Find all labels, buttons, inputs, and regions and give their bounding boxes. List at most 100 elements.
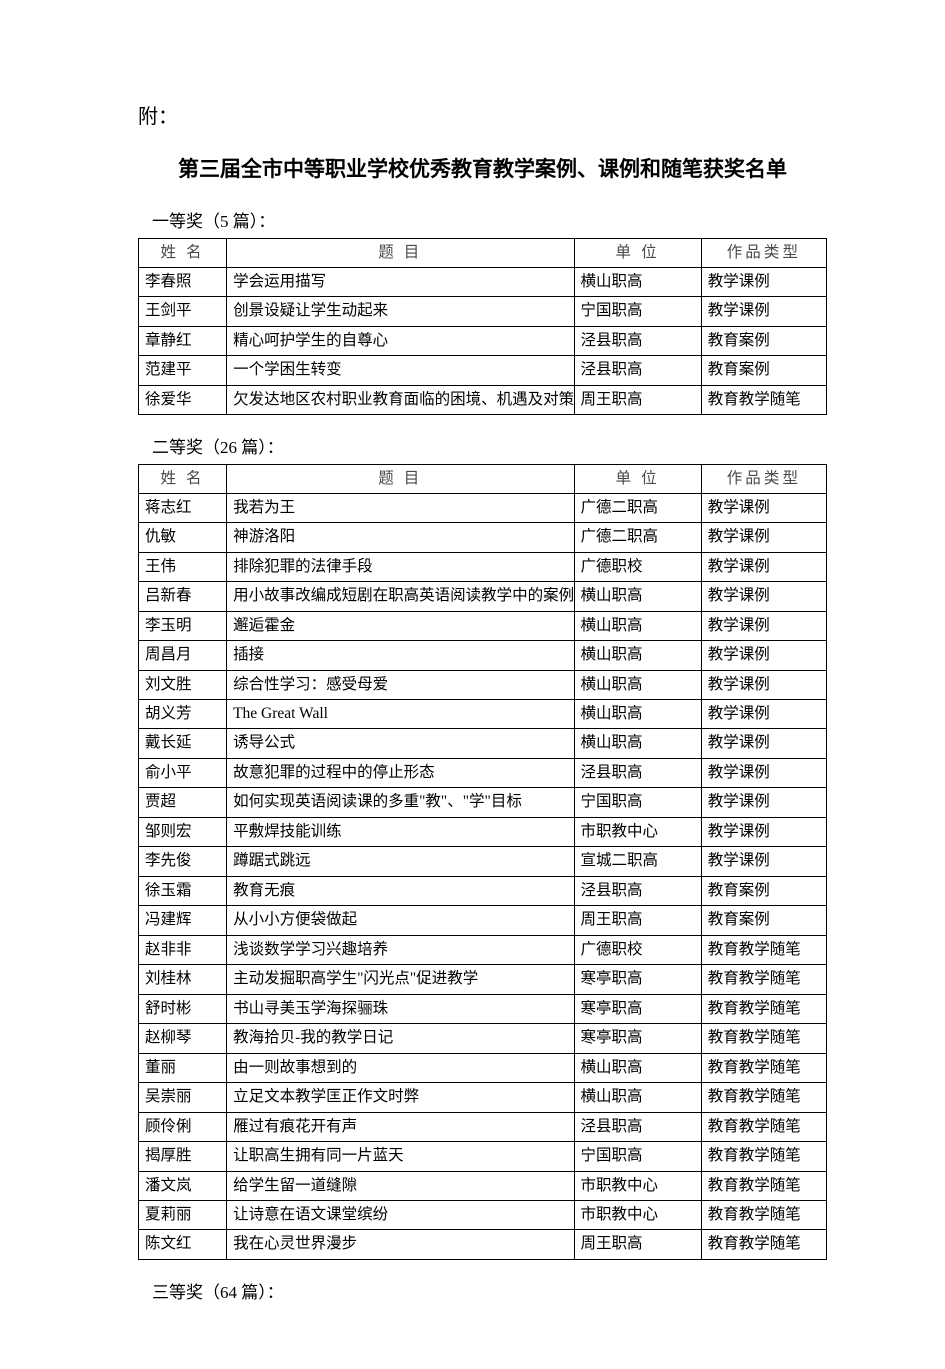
second-prize-label: 二等奖（26 篇）： (152, 433, 827, 458)
cell-title: 主动发掘职高学生"闪光点"促进教学 (227, 965, 574, 994)
table-row: 范建平一个学困生转变泾县职高教育案例 (139, 356, 827, 385)
cell-unit: 横山职高 (574, 267, 701, 296)
cell-unit: 周王职高 (574, 1230, 701, 1259)
cell-type: 教育教学随笔 (701, 1053, 826, 1082)
cell-title: The Great Wall (227, 700, 574, 729)
cell-type: 教育教学随笔 (701, 385, 826, 414)
cell-type: 教学课例 (701, 847, 826, 876)
cell-name: 范建平 (139, 356, 227, 385)
cell-unit: 广德二职高 (574, 493, 701, 522)
col-title: 题 目 (227, 239, 574, 268)
cell-name: 徐爱华 (139, 385, 227, 414)
cell-title: 学会运用描写 (227, 267, 574, 296)
cell-unit: 泾县职高 (574, 758, 701, 787)
cell-unit: 横山职高 (574, 1053, 701, 1082)
col-name: 姓 名 (139, 239, 227, 268)
table-row: 章静红精心呵护学生的自尊心泾县职高教育案例 (139, 326, 827, 355)
table-row: 仇敏神游洛阳广德二职高教学课例 (139, 523, 827, 552)
table-row: 揭厚胜让职高生拥有同一片蓝天宁国职高教育教学随笔 (139, 1142, 827, 1171)
cell-name: 仇敏 (139, 523, 227, 552)
main-title: 第三届全市中等职业学校优秀教育教学案例、课例和随笔获奖名单 (118, 153, 847, 183)
third-prize-label: 三等奖（64 篇）： (152, 1278, 827, 1303)
cell-type: 教学课例 (701, 493, 826, 522)
cell-type: 教育案例 (701, 876, 826, 905)
col-unit: 单 位 (574, 239, 701, 268)
cell-unit: 市职教中心 (574, 817, 701, 846)
cell-type: 教学课例 (701, 297, 826, 326)
cell-title: 让诗意在语文课堂缤纷 (227, 1200, 574, 1229)
cell-unit: 市职教中心 (574, 1171, 701, 1200)
cell-type: 教学课例 (701, 523, 826, 552)
cell-name: 赵非非 (139, 935, 227, 964)
cell-name: 徐玉霜 (139, 876, 227, 905)
table-row: 潘文岚给学生留一道缝隙市职教中心教育教学随笔 (139, 1171, 827, 1200)
cell-title: 故意犯罪的过程中的停止形态 (227, 758, 574, 787)
table-row: 蒋志红我若为王广德二职高教学课例 (139, 493, 827, 522)
cell-type: 教育教学随笔 (701, 965, 826, 994)
table-row: 王剑平创景设疑让学生动起来宁国职高教学课例 (139, 297, 827, 326)
cell-title: 排除犯罪的法律手段 (227, 552, 574, 581)
col-type: 作品类型 (701, 239, 826, 268)
cell-unit: 广德二职高 (574, 523, 701, 552)
cell-unit: 宁国职高 (574, 297, 701, 326)
cell-type: 教育教学随笔 (701, 1171, 826, 1200)
cell-name: 邹则宏 (139, 817, 227, 846)
cell-name: 王剑平 (139, 297, 227, 326)
cell-type: 教育教学随笔 (701, 1230, 826, 1259)
cell-unit: 宁国职高 (574, 788, 701, 817)
cell-unit: 周王职高 (574, 385, 701, 414)
col-name: 姓 名 (139, 465, 227, 494)
cell-title: 精心呵护学生的自尊心 (227, 326, 574, 355)
first-prize-table: 姓 名 题 目 单 位 作品类型 李春照学会运用描写横山职高教学课例王剑平创景设… (138, 238, 827, 415)
cell-type: 教育教学随笔 (701, 1083, 826, 1112)
cell-name: 舒时彬 (139, 994, 227, 1023)
cell-name: 潘文岚 (139, 1171, 227, 1200)
cell-type: 教育教学随笔 (701, 1200, 826, 1229)
cell-title: 雁过有痕花开有声 (227, 1112, 574, 1141)
cell-unit: 横山职高 (574, 670, 701, 699)
cell-name: 周昌月 (139, 641, 227, 670)
table-row: 戴长延诱导公式横山职高教学课例 (139, 729, 827, 758)
cell-unit: 横山职高 (574, 700, 701, 729)
table-row: 徐爱华欠发达地区农村职业教育面临的困境、机遇及对策周王职高教育教学随笔 (139, 385, 827, 414)
cell-title: 浅谈数学学习兴趣培养 (227, 935, 574, 964)
table-row: 李玉明邂逅霍金横山职高教学课例 (139, 611, 827, 640)
cell-type: 教育案例 (701, 906, 826, 935)
cell-name: 刘文胜 (139, 670, 227, 699)
table-row: 贾超如何实现英语阅读课的多重"教"、"学"目标宁国职高教学课例 (139, 788, 827, 817)
table-row: 邹则宏平敷焊技能训练市职教中心教学课例 (139, 817, 827, 846)
col-title: 题 目 (227, 465, 574, 494)
document-page: 附： 第三届全市中等职业学校优秀教育教学案例、课例和随笔获奖名单 一等奖（5 篇… (0, 0, 945, 1369)
cell-unit: 泾县职高 (574, 876, 701, 905)
cell-title: 欠发达地区农村职业教育面临的困境、机遇及对策 (227, 385, 574, 414)
cell-title: 立足文本教学匡正作文时弊 (227, 1083, 574, 1112)
cell-unit: 寒亭职高 (574, 1024, 701, 1053)
cell-title: 综合性学习：感受母爱 (227, 670, 574, 699)
table-row: 冯建辉从小小方便袋做起周王职高教育案例 (139, 906, 827, 935)
table-row: 刘文胜综合性学习：感受母爱横山职高教学课例 (139, 670, 827, 699)
cell-type: 教育教学随笔 (701, 1112, 826, 1141)
cell-name: 顾伶俐 (139, 1112, 227, 1141)
cell-title: 我在心灵世界漫步 (227, 1230, 574, 1259)
cell-unit: 广德职校 (574, 935, 701, 964)
cell-unit: 宣城二职高 (574, 847, 701, 876)
table-row: 赵柳琴教海拾贝-我的教学日记寒亭职高教育教学随笔 (139, 1024, 827, 1053)
cell-name: 吕新春 (139, 582, 227, 611)
table-row: 刘桂林主动发掘职高学生"闪光点"促进教学寒亭职高教育教学随笔 (139, 965, 827, 994)
cell-title: 邂逅霍金 (227, 611, 574, 640)
cell-name: 董丽 (139, 1053, 227, 1082)
cell-type: 教学课例 (701, 611, 826, 640)
cell-unit: 周王职高 (574, 906, 701, 935)
table-row: 吕新春用小故事改编成短剧在职高英语阅读教学中的案例横山职高教学课例 (139, 582, 827, 611)
cell-name: 戴长延 (139, 729, 227, 758)
cell-title: 一个学困生转变 (227, 356, 574, 385)
cell-title: 教海拾贝-我的教学日记 (227, 1024, 574, 1053)
cell-title: 由一则故事想到的 (227, 1053, 574, 1082)
cell-name: 刘桂林 (139, 965, 227, 994)
cell-name: 赵柳琴 (139, 1024, 227, 1053)
cell-type: 教学课例 (701, 641, 826, 670)
cell-title: 给学生留一道缝隙 (227, 1171, 574, 1200)
cell-title: 创景设疑让学生动起来 (227, 297, 574, 326)
cell-unit: 横山职高 (574, 1083, 701, 1112)
cell-name: 夏莉丽 (139, 1200, 227, 1229)
